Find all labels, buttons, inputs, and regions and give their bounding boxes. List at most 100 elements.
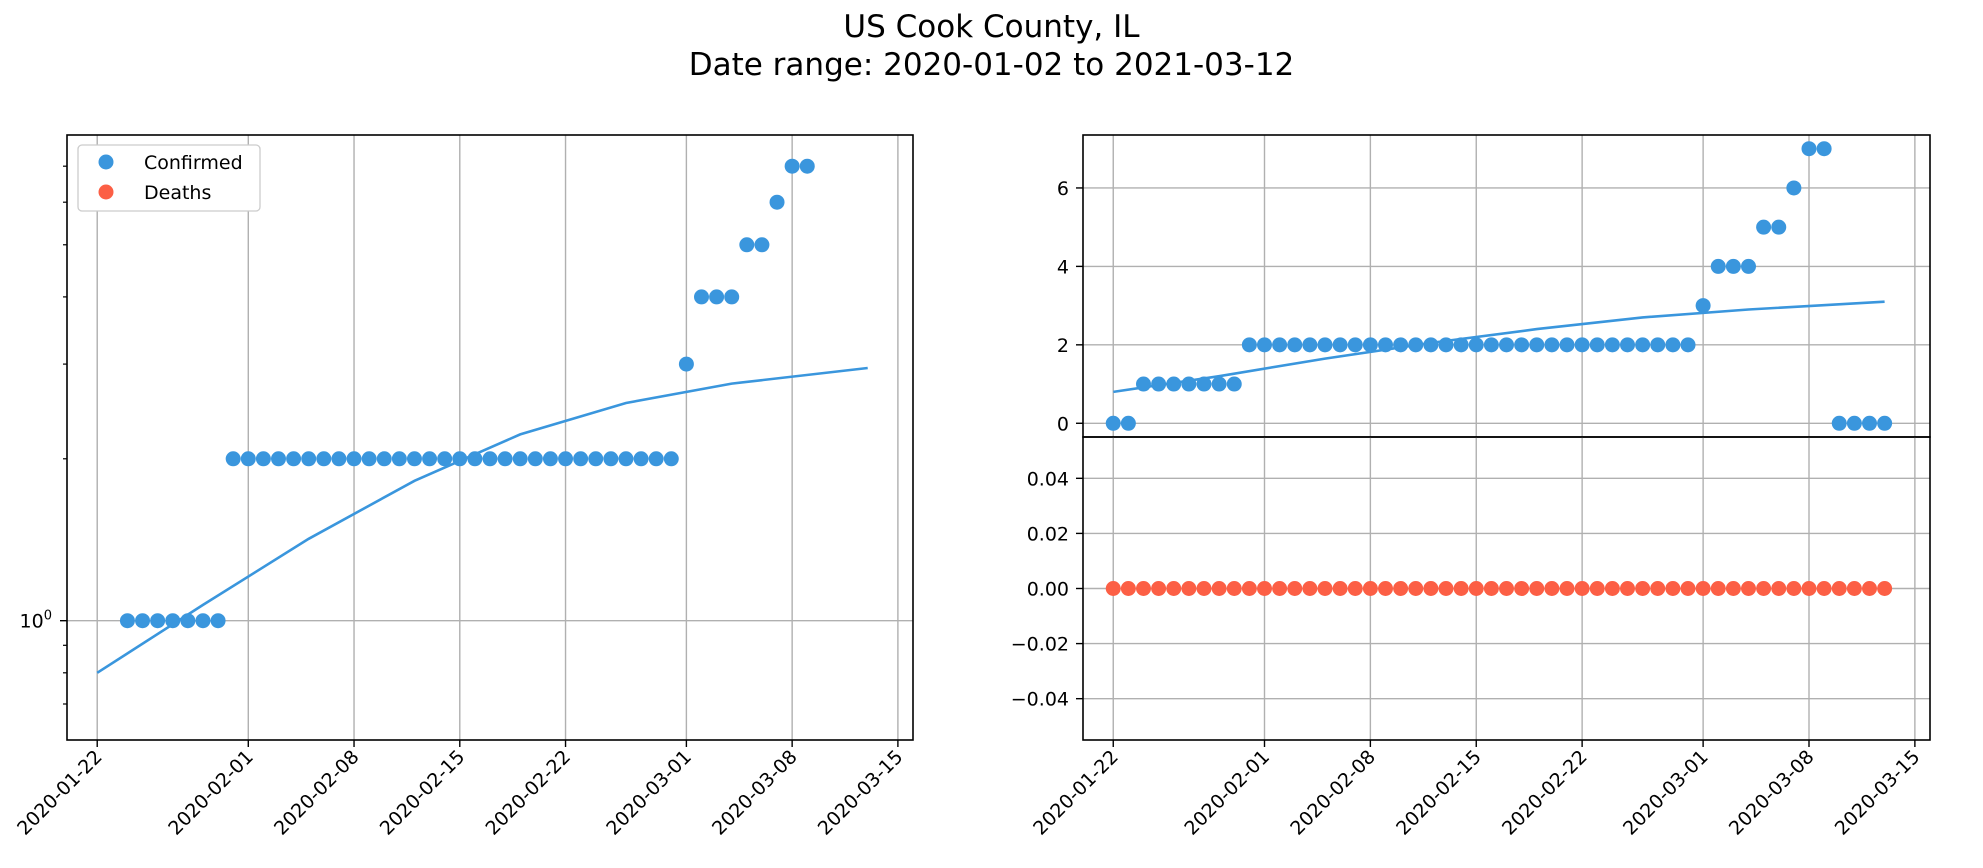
deaths-point — [1408, 581, 1424, 596]
confirmed-point — [1514, 337, 1530, 353]
x-tick-label: 2020-03-08 — [1725, 746, 1819, 840]
confirmed-point — [1756, 219, 1772, 235]
deaths-point — [1302, 581, 1318, 596]
confirmed-point — [376, 451, 392, 467]
confirmed-point — [1257, 337, 1272, 353]
deaths-point — [1483, 581, 1499, 596]
confirmed-point — [1483, 337, 1499, 353]
deaths-point — [1529, 581, 1545, 596]
confirmed-point — [1831, 415, 1847, 431]
confirmed-point — [588, 451, 604, 467]
x-tick-label: 2020-01-22 — [1029, 746, 1123, 840]
x-tick-label: 2020-02-15 — [1392, 746, 1486, 840]
confirmed-point — [1635, 337, 1651, 353]
y-tick-label: −0.04 — [1011, 689, 1069, 711]
confirmed-point — [663, 451, 679, 467]
deaths-point — [1362, 581, 1378, 596]
confirmed-point — [1771, 219, 1787, 235]
deaths-point — [1816, 581, 1832, 596]
confirmed-point — [210, 613, 226, 629]
x-tick-label: 2020-02-22 — [481, 746, 575, 840]
x-tick-label: 2020-02-22 — [1498, 746, 1592, 840]
confirmed-point — [542, 451, 558, 467]
confirmed-point — [1620, 337, 1635, 353]
confirmed-point — [1120, 415, 1136, 431]
confirmed-point — [1332, 337, 1348, 353]
confirmed-point — [558, 451, 574, 467]
deaths-point — [1741, 581, 1756, 596]
confirmed-point — [1393, 337, 1409, 353]
x-tick-label: 2020-02-15 — [376, 746, 470, 840]
deaths-point — [1665, 581, 1681, 596]
x-tick-label: 2020-03-01 — [1619, 746, 1713, 840]
figure-subtitle: Date range: 2020-01-02 to 2021-03-12 — [688, 47, 1295, 83]
deaths-point — [1151, 581, 1167, 596]
legend-box — [77, 144, 261, 212]
confirmed-point — [1468, 337, 1484, 353]
legend-marker-confirmed — [98, 154, 114, 170]
confirmed-point — [799, 158, 815, 174]
deaths-point — [1423, 581, 1439, 596]
deaths-point — [1710, 581, 1726, 596]
deaths-point — [1771, 581, 1787, 596]
deaths-point — [1589, 581, 1605, 596]
confirmed-point — [271, 451, 286, 467]
confirmed-point — [1272, 337, 1288, 353]
deaths-point — [1181, 581, 1197, 596]
deaths-point — [1166, 581, 1182, 596]
confirmed-point — [1604, 337, 1620, 353]
axes-frame — [1082, 134, 1931, 438]
confirmed-point — [573, 451, 589, 467]
confirmed-point — [1317, 337, 1333, 353]
deaths-point — [1378, 581, 1393, 596]
confirmed-point — [1695, 298, 1711, 314]
deaths-point — [1332, 581, 1348, 596]
confirmed-point — [1741, 258, 1756, 274]
confirmed-point — [437, 451, 453, 467]
deaths-point — [1241, 581, 1257, 596]
deaths-point — [1499, 581, 1514, 596]
deaths-point — [1801, 581, 1817, 596]
deaths-point — [1604, 581, 1620, 596]
confirmed-point — [391, 451, 407, 467]
right-top-panel: 0 2 4 6 — [1057, 134, 1931, 438]
confirmed-point — [1211, 376, 1227, 392]
x-tick-label: 2020-02-08 — [270, 746, 364, 840]
confirmed-point — [406, 451, 422, 467]
confirmed-point — [286, 451, 302, 467]
deaths-point — [1725, 581, 1741, 596]
confirmed-point — [1801, 141, 1817, 157]
deaths-point — [1120, 581, 1136, 596]
deaths-point — [1514, 581, 1530, 596]
deaths-point — [1680, 581, 1696, 596]
deaths-point — [1635, 581, 1651, 596]
x-tick-label: 2020-01-22 — [13, 746, 107, 840]
confirmed-point — [1287, 337, 1303, 353]
deaths-point — [1196, 581, 1212, 596]
confirmed-point — [724, 289, 740, 305]
confirmed-point — [769, 194, 785, 210]
deaths-point — [1786, 581, 1802, 596]
deaths-point — [1105, 581, 1121, 596]
confirmed-point — [1347, 337, 1363, 353]
deaths-point — [1620, 581, 1635, 596]
confirmed-point — [648, 451, 664, 467]
confirmed-point — [1680, 337, 1696, 353]
y-tick-label: 2 — [1057, 335, 1069, 357]
fit-line — [1113, 300, 1885, 394]
y-tick-label: 100 — [20, 609, 52, 633]
x-tick-label: 2020-02-08 — [1286, 746, 1380, 840]
deaths-point — [1574, 581, 1590, 596]
y-tick-label: 6 — [1057, 178, 1069, 200]
deaths-point — [1287, 581, 1303, 596]
confirmed-point — [135, 613, 151, 629]
confirmed-point — [754, 237, 770, 253]
confirmed-point — [739, 237, 755, 253]
confirmed-point — [119, 613, 135, 629]
axes-frame — [1082, 436, 1931, 741]
deaths-point — [1756, 581, 1772, 596]
confirmed-point — [1302, 337, 1318, 353]
deaths-point — [1438, 581, 1454, 596]
confirmed-point — [678, 356, 694, 372]
confirmed-point — [195, 613, 211, 629]
